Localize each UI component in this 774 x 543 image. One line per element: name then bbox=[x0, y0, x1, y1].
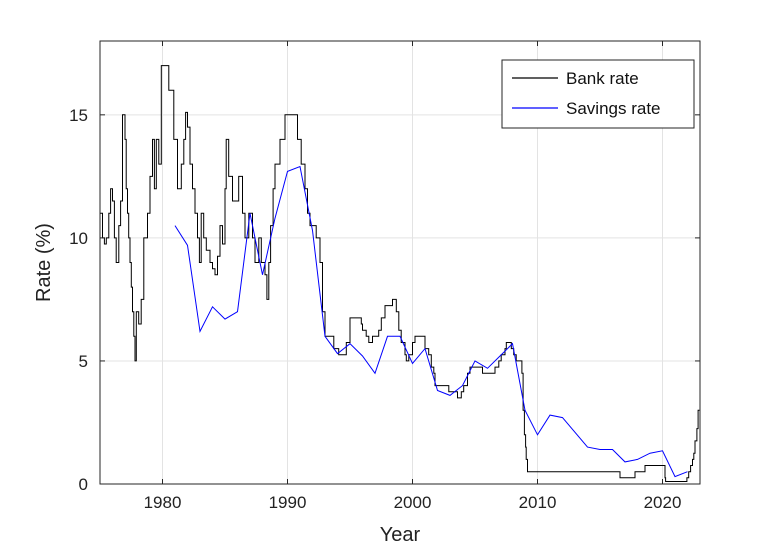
plot-frame bbox=[99, 40, 701, 485]
series-layer bbox=[100, 65, 700, 482]
x-tick-label: 1980 bbox=[144, 493, 182, 512]
x-tick-label: 1990 bbox=[269, 493, 307, 512]
x-tick-label: 2020 bbox=[644, 493, 682, 512]
legend-box bbox=[501, 59, 695, 129]
x-axis-label: Year bbox=[380, 524, 421, 543]
axis-ticks: 1980 1990 2000 2010 2020 0 5 10 15 bbox=[69, 41, 700, 512]
legend-label-savings-rate: Savings rate bbox=[566, 99, 661, 118]
legend: Bank rate Savings rate bbox=[501, 59, 695, 129]
x-tick-label: 2010 bbox=[519, 493, 557, 512]
legend-label-bank-rate: Bank rate bbox=[566, 69, 639, 88]
y-tick-label: 15 bbox=[69, 106, 88, 125]
y-tick-label: 5 bbox=[79, 352, 88, 371]
y-axis-label: Rate (%) bbox=[33, 223, 55, 302]
y-tick-label: 10 bbox=[69, 229, 88, 248]
x-tick-label: 2000 bbox=[394, 493, 432, 512]
y-tick-label: 0 bbox=[79, 475, 88, 494]
series-line-savings-rate bbox=[174, 165, 688, 478]
